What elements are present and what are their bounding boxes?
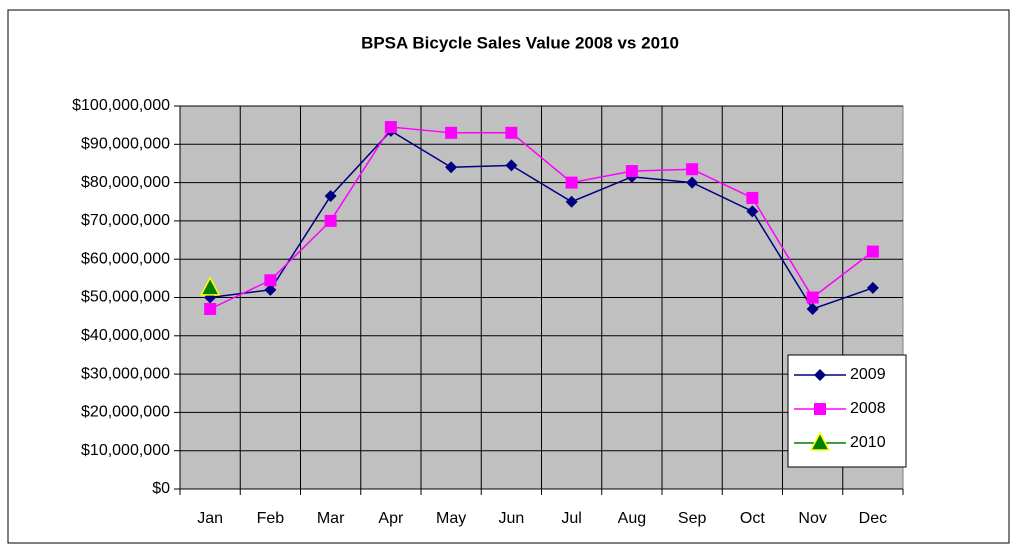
x-tick-label: Jan <box>197 510 223 527</box>
marker <box>264 283 277 296</box>
marker <box>505 126 518 139</box>
marker <box>505 159 518 172</box>
marker <box>204 302 217 315</box>
y-tick-label: $0 <box>152 480 170 497</box>
series-line <box>210 129 874 310</box>
chart-title: BPSA Bicycle Sales Value 2008 vs 2010 <box>361 33 679 52</box>
marker <box>866 281 879 294</box>
marker <box>565 176 578 189</box>
y-tick-label: $70,000,000 <box>81 212 170 229</box>
marker <box>746 191 759 204</box>
marker <box>806 302 819 315</box>
y-tick-label: $100,000,000 <box>72 97 170 114</box>
marker <box>565 195 578 208</box>
x-tick-label: Oct <box>740 510 765 527</box>
x-tick-label: Feb <box>257 510 285 527</box>
legend-label: 2008 <box>850 400 886 417</box>
y-tick-label: $40,000,000 <box>81 327 170 344</box>
marker <box>806 291 819 304</box>
marker <box>324 214 337 227</box>
x-tick-label: Nov <box>798 510 826 527</box>
y-tick-label: $90,000,000 <box>81 136 170 153</box>
y-tick-label: $60,000,000 <box>81 250 170 267</box>
marker <box>199 276 221 296</box>
marker <box>746 205 759 218</box>
marker <box>866 245 879 258</box>
legend-marker <box>814 369 826 381</box>
y-tick-label: $50,000,000 <box>81 289 170 306</box>
legend-label: 2010 <box>850 434 886 451</box>
marker <box>264 274 277 287</box>
legend-marker <box>809 431 831 451</box>
legend <box>787 354 907 468</box>
marker <box>445 126 458 139</box>
marker <box>445 161 458 174</box>
x-tick-label: Jul <box>561 510 581 527</box>
x-tick-label: Sep <box>678 510 707 527</box>
x-tick-label: Mar <box>317 510 345 527</box>
series-line <box>209 126 874 310</box>
legend-label: 2009 <box>850 366 886 383</box>
y-tick-label: $80,000,000 <box>81 174 170 191</box>
x-tick-label: Jun <box>498 510 524 527</box>
x-tick-label: Apr <box>378 510 404 527</box>
x-tick-label: May <box>436 510 466 527</box>
y-tick-label: $10,000,000 <box>81 442 170 459</box>
marker <box>686 163 699 176</box>
y-tick-label: $20,000,000 <box>81 404 170 421</box>
x-tick-label: Dec <box>859 510 887 527</box>
marker <box>625 165 638 178</box>
marker <box>384 121 397 134</box>
y-tick-label: $30,000,000 <box>81 365 170 382</box>
x-tick-label: Aug <box>618 510 646 527</box>
marker <box>686 176 699 189</box>
marker <box>324 190 337 203</box>
legend-marker <box>814 403 826 415</box>
